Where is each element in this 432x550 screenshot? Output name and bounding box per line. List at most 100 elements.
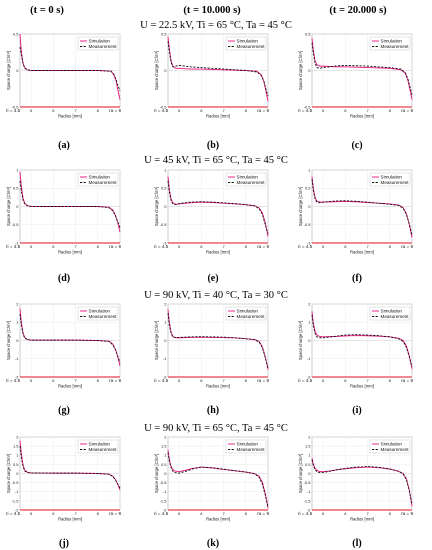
panel-j: -2 -1.5 -1 -0.5 0 0.5 1 1.5 2 5 6 7 8 SimulationMeasu… [6, 434, 121, 521]
y-tick-label: -1 [163, 356, 167, 361]
x-axis-label: Radius [mm] [58, 384, 82, 389]
y-tick-label: 2 [164, 301, 167, 306]
x-tick-label: 6 [52, 378, 55, 383]
inner-radius-label: ri = 4.5 [154, 108, 169, 113]
measurement-line [311, 314, 413, 368]
y-axis-label: Space charge [C/m³] [298, 454, 303, 493]
y-tick-label: -1 [307, 240, 311, 245]
y-tick-label: 0.5 [13, 186, 19, 191]
x-tick-label: 5 [322, 108, 325, 113]
x-tick-label: 7 [222, 108, 225, 113]
y-tick-label: -1 [163, 240, 167, 245]
y-tick-label: 0 [308, 204, 311, 209]
x-tick-label: 6 [200, 244, 203, 249]
outer-radius-label: ra = 9 [109, 378, 121, 383]
condition-inner-temp: Ti = 65 °C, [196, 20, 246, 31]
x-tick-label: 5 [322, 244, 325, 249]
outer-radius-label: ra = 9 [109, 244, 121, 249]
y-tick-label: 1 [16, 167, 19, 172]
legend-box [225, 439, 267, 454]
measurement-line [167, 41, 269, 97]
outer-radius-label: ra = 9 [257, 378, 269, 383]
measurement-line [311, 459, 413, 505]
y-axis-label: Space charge [C/m³] [6, 187, 11, 226]
legend-simulation-label: Simulation [381, 442, 403, 447]
measurement-line [167, 313, 269, 368]
y-tick-label: -1 [15, 240, 19, 245]
row-condition-2: U = 45 kV, Ti = 65 °C, Ta = 45 °C [144, 155, 288, 166]
legend-measurement-label: Measurement [237, 447, 266, 452]
condition-inner-temp: Ti = 40 °C, [193, 290, 243, 301]
outer-radius-label: ra = 9 [401, 511, 413, 516]
legend-simulation-label: Simulation [89, 175, 111, 180]
legend-box [369, 172, 411, 187]
condition-voltage: U = 45 kV, [144, 155, 192, 166]
legend-measurement-label: Measurement [89, 180, 118, 185]
x-tick-label: 8 [245, 108, 248, 113]
legend-box [369, 439, 411, 454]
y-tick-label: 1 [308, 167, 311, 172]
x-tick-label: 5 [178, 244, 181, 249]
y-axis-label: Space charge [C/m³] [154, 321, 159, 360]
legend-measurement-label: Measurement [89, 44, 118, 49]
x-tick-label: 8 [389, 378, 392, 383]
subplot-label-d: (d) [58, 273, 70, 284]
column-header-t10000: (t = 10.000 s) [183, 5, 241, 16]
inner-radius-label: ri = 4.5 [298, 378, 313, 383]
legend-measurement-label: Measurement [237, 180, 266, 185]
y-tick-label: 1.5 [305, 444, 311, 449]
outer-radius-label: ra = 9 [109, 511, 121, 516]
y-tick-label: 2 [16, 301, 19, 306]
y-tick-label: 1 [164, 167, 167, 172]
legend-measurement-label: Measurement [89, 314, 118, 319]
y-axis-label: Space charge [C/m³] [154, 51, 159, 90]
subplot-label-c: (c) [351, 140, 362, 151]
y-axis-label: Space charge [C/m³] [6, 321, 11, 360]
y-tick-label: -0.5 [160, 104, 168, 109]
x-tick-label: 6 [52, 108, 55, 113]
x-axis-label: Radius [mm] [206, 250, 230, 255]
x-tick-label: 5 [178, 378, 181, 383]
condition-inner-temp: Ti = 65 °C, [193, 423, 243, 434]
x-tick-label: 6 [344, 378, 347, 383]
y-tick-label: -1 [163, 489, 167, 494]
outer-radius-label: ra = 9 [401, 378, 413, 383]
y-tick-label: -0.5 [160, 480, 168, 485]
legend-simulation-label: Simulation [89, 442, 111, 447]
legend-simulation-label: Simulation [89, 309, 111, 314]
x-tick-label: 8 [389, 244, 392, 249]
y-tick-label: 1 [16, 453, 19, 458]
x-axis-label: Radius [mm] [58, 114, 82, 119]
legend-simulation-label: Simulation [237, 309, 259, 314]
y-tick-label: 0.5 [13, 31, 19, 36]
measurement-line [19, 446, 121, 489]
column-header-t20000: (t = 20.000 s) [329, 5, 387, 16]
condition-outer-temp: Ta = 45 °C [246, 20, 292, 31]
panel-l: -2 -1.5 -1 -0.5 0 0.5 1 1.5 2 5 6 7 8 SimulationMeasu… [298, 434, 413, 521]
subplot-label-h: (h) [207, 405, 219, 416]
y-tick-label: -2 [307, 507, 311, 512]
simulation-line [19, 171, 121, 233]
y-tick-label: -0.5 [12, 104, 20, 109]
x-tick-label: 5 [30, 511, 33, 516]
x-axis-label: Radius [mm] [206, 517, 230, 522]
subplot-label-g: (g) [58, 405, 70, 416]
y-tick-label: 2 [308, 434, 311, 439]
x-tick-label: 8 [97, 108, 100, 113]
x-tick-label: 8 [97, 511, 100, 516]
condition-outer-temp: Ta = 45 °C [242, 423, 288, 434]
x-tick-label: 5 [30, 378, 33, 383]
x-tick-label: 7 [74, 108, 77, 113]
y-tick-label: -1 [307, 489, 311, 494]
y-axis-label: Space charge [C/m³] [298, 51, 303, 90]
x-tick-label: 7 [222, 244, 225, 249]
legend-simulation-label: Simulation [381, 309, 403, 314]
x-axis-label: Radius [mm] [206, 114, 230, 119]
condition-inner-temp: Ti = 65 °C, [193, 155, 243, 166]
condition-outer-temp: Ta = 30 °C [242, 290, 288, 301]
